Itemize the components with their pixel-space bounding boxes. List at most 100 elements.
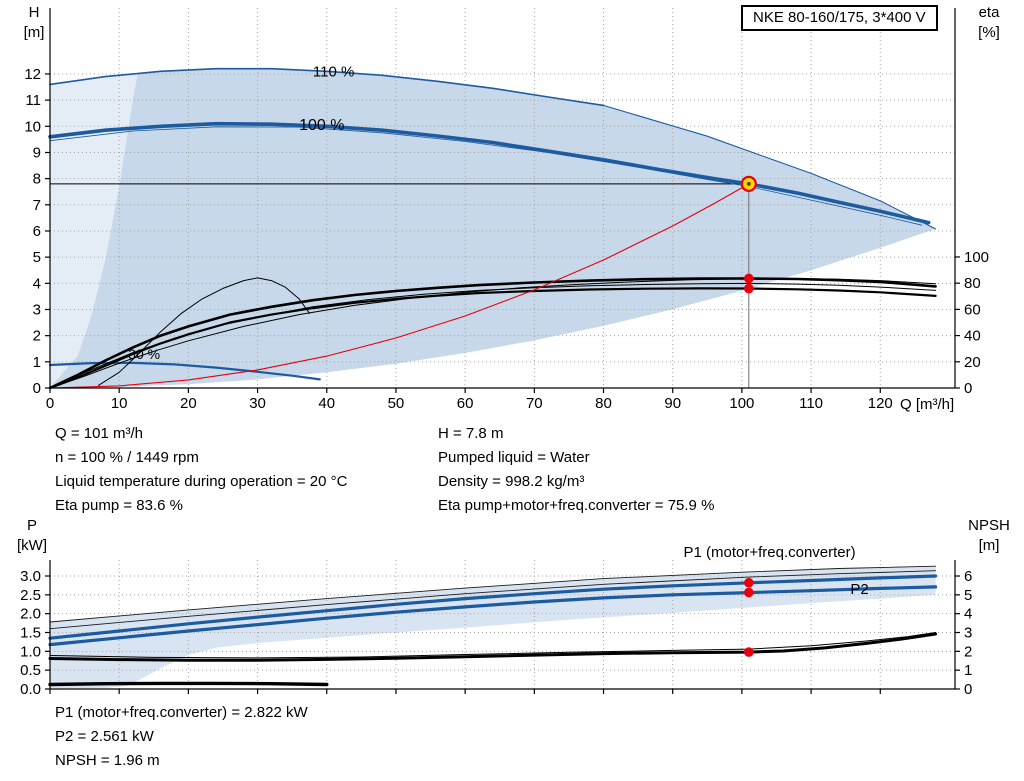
info-eta-total: Eta pump+motor+freq.converter = 75.9 % [438, 497, 715, 514]
svg-text:0: 0 [33, 380, 41, 397]
svg-text:6: 6 [964, 568, 972, 585]
svg-text:70: 70 [526, 395, 543, 412]
svg-text:100: 100 [964, 249, 989, 266]
head-flow-chart[interactable]: 110 %100 %30 %01234567891011120204060801… [0, 0, 1024, 415]
p-axis-label: P [kW] [8, 516, 56, 556]
info-npsh: NPSH = 1.96 m [55, 752, 160, 769]
svg-text:4: 4 [964, 606, 972, 623]
svg-text:0.0: 0.0 [20, 681, 41, 695]
svg-text:80: 80 [964, 275, 981, 292]
series-head-110pct [49, 67, 605, 107]
p-axis-label-unit: [kW] [17, 537, 47, 554]
svg-text:0: 0 [46, 395, 54, 412]
svg-text:1: 1 [33, 354, 41, 371]
info-eta-pump: Eta pump = 83.6 % [55, 497, 183, 514]
svg-text:2.5: 2.5 [20, 587, 41, 604]
svg-text:3.0: 3.0 [20, 568, 41, 585]
marker-duty-point-center [746, 181, 751, 186]
series-eta-reduced-speed-arc [97, 277, 310, 386]
series-p2-reduced-speed [48, 681, 329, 687]
svg-text:1: 1 [964, 662, 972, 679]
duty-info-right-column: H = 7.8 m Pumped liquid = Water Density … [438, 422, 714, 518]
info-head: H = 7.8 m [438, 425, 504, 442]
duty-info-left-column: Q = 101 m³/h n = 100 % / 1449 rpm Liquid… [55, 422, 347, 518]
svg-text:11: 11 [25, 92, 41, 109]
marker-eta-pump-point [744, 273, 754, 284]
svg-text:8: 8 [33, 171, 41, 188]
info-p2: P2 = 2.561 kW [55, 728, 154, 745]
info-p1: P1 (motor+freq.converter) = 2.822 kW [55, 704, 308, 721]
series-p1-motor-freq [48, 574, 938, 640]
marker-eta-total-point [744, 283, 754, 294]
svg-text:110: 110 [799, 395, 823, 412]
svg-text:50: 50 [388, 395, 405, 412]
power-info-block: P1 (motor+freq.converter) = 2.822 kW P2 … [55, 701, 308, 773]
svg-text:7: 7 [33, 197, 41, 214]
svg-text:0: 0 [964, 380, 972, 397]
svg-text:40: 40 [964, 328, 981, 345]
svg-text:P1 (motor+freq.converter): P1 (motor+freq.converter) [683, 544, 855, 561]
series-p2 [48, 585, 938, 647]
svg-text:0.5: 0.5 [20, 662, 41, 679]
svg-text:4: 4 [33, 275, 41, 292]
series-eta-pump-motor-freq [48, 287, 937, 390]
svg-text:60: 60 [457, 395, 474, 412]
svg-text:P2: P2 [850, 581, 868, 598]
svg-text:30: 30 [249, 395, 266, 412]
svg-text:60: 60 [964, 301, 981, 318]
series-envelope-max-flow-edge [602, 104, 937, 230]
series-npsh [48, 632, 938, 662]
series-npsh-thin [49, 632, 937, 659]
info-density: Density = 998.2 kg/m³ [438, 473, 585, 490]
series-affinity-line-to-duty-point [49, 183, 750, 389]
info-pumped-liquid: Pumped liquid = Water [438, 449, 590, 466]
svg-text:40: 40 [318, 395, 335, 412]
series-power-thin-b [49, 570, 937, 630]
svg-text:2: 2 [964, 643, 972, 660]
info-liquid-temperature: Liquid temperature during operation = 20… [55, 473, 348, 490]
series-eta-pump [48, 277, 937, 390]
marker-p2-point [744, 587, 754, 598]
series-head-100pct [48, 121, 931, 225]
svg-text:2: 2 [33, 328, 41, 345]
svg-text:3: 3 [33, 301, 41, 318]
svg-text:100: 100 [729, 395, 754, 412]
svg-text:100 %: 100 % [299, 117, 344, 134]
svg-text:30 %: 30 % [128, 346, 160, 362]
h-axis-label: H [m] [12, 3, 56, 43]
h-axis-label-unit: [m] [23, 24, 45, 41]
npsh-axis-label: NPSH [m] [958, 516, 1020, 556]
svg-text:9: 9 [33, 144, 41, 161]
svg-text:1.0: 1.0 [20, 643, 41, 660]
svg-text:3: 3 [964, 625, 972, 642]
svg-text:6: 6 [33, 223, 41, 240]
svg-text:10: 10 [24, 118, 41, 135]
svg-text:0: 0 [964, 681, 972, 695]
svg-text:80: 80 [595, 395, 612, 412]
info-speed: n = 100 % / 1449 rpm [55, 449, 199, 466]
power-npsh-chart[interactable]: P1 (motor+freq.converter)P20.00.51.01.52… [0, 515, 1024, 695]
eta-axis-label-unit: [%] [978, 24, 1000, 41]
svg-text:90: 90 [664, 395, 681, 412]
svg-text:120: 120 [868, 395, 893, 412]
marker-p1-point [744, 577, 754, 588]
svg-text:12: 12 [24, 66, 41, 83]
svg-text:110 %: 110 % [313, 64, 354, 81]
eta-axis-label: eta [%] [962, 3, 1016, 43]
marker-npsh-point [744, 647, 754, 657]
svg-text:20: 20 [964, 354, 981, 371]
q-axis-label: Q [m³/h] [900, 396, 955, 413]
info-flow: Q = 101 m³/h [55, 425, 143, 442]
series-power-thin-a [49, 565, 937, 623]
p-axis-label-symbol: P [26, 517, 37, 534]
h-axis-label-symbol: H [28, 4, 40, 21]
svg-text:2.0: 2.0 [20, 606, 41, 623]
svg-text:10: 10 [111, 395, 128, 412]
svg-text:5: 5 [964, 587, 972, 604]
svg-text:20: 20 [180, 395, 197, 412]
pump-model-box: NKE 80-160/175, 3*400 V [741, 5, 938, 31]
npsh-axis-label-symbol: NPSH [968, 517, 1010, 534]
eta-axis-label-symbol: eta [978, 4, 1000, 21]
svg-text:1.5: 1.5 [20, 625, 41, 642]
